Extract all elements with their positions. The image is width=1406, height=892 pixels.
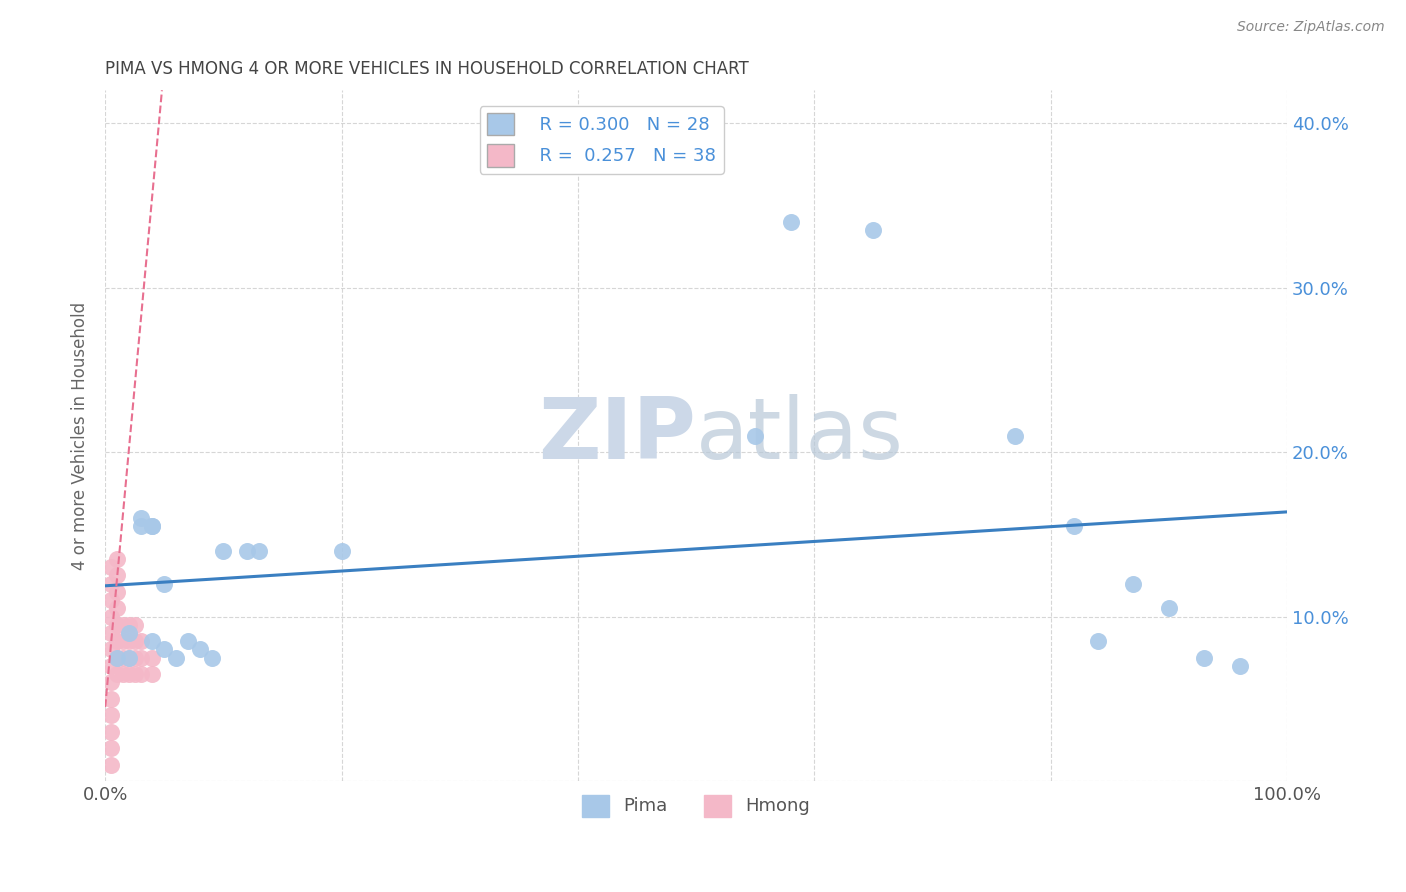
Point bbox=[100, 609, 122, 624]
Point bbox=[100, 560, 122, 574]
Point bbox=[129, 634, 152, 648]
Point bbox=[779, 215, 801, 229]
Point bbox=[141, 519, 163, 533]
Point bbox=[118, 634, 141, 648]
Point bbox=[105, 634, 128, 648]
Point bbox=[1063, 519, 1085, 533]
Point bbox=[165, 650, 187, 665]
Point bbox=[100, 675, 122, 690]
Point bbox=[100, 593, 122, 607]
Point bbox=[141, 519, 163, 533]
Point bbox=[100, 741, 122, 756]
Point bbox=[100, 708, 122, 723]
Point bbox=[153, 576, 176, 591]
Point bbox=[100, 626, 122, 640]
Point bbox=[129, 511, 152, 525]
Point bbox=[100, 576, 122, 591]
Point bbox=[100, 642, 122, 657]
Point bbox=[141, 634, 163, 648]
Point bbox=[124, 650, 146, 665]
Point bbox=[141, 667, 163, 681]
Point bbox=[100, 691, 122, 706]
Point bbox=[744, 428, 766, 442]
Point bbox=[105, 650, 128, 665]
Y-axis label: 4 or more Vehicles in Household: 4 or more Vehicles in Household bbox=[72, 301, 89, 570]
Point bbox=[330, 543, 353, 558]
Text: atlas: atlas bbox=[696, 394, 904, 477]
Text: Source: ZipAtlas.com: Source: ZipAtlas.com bbox=[1237, 20, 1385, 34]
Point bbox=[105, 601, 128, 615]
Point bbox=[129, 650, 152, 665]
Point bbox=[177, 634, 200, 648]
Point bbox=[141, 650, 163, 665]
Point bbox=[100, 757, 122, 772]
Point bbox=[105, 667, 128, 681]
Text: PIMA VS HMONG 4 OR MORE VEHICLES IN HOUSEHOLD CORRELATION CHART: PIMA VS HMONG 4 OR MORE VEHICLES IN HOUS… bbox=[105, 60, 749, 78]
Point bbox=[200, 650, 222, 665]
Point bbox=[236, 543, 259, 558]
Point bbox=[124, 634, 146, 648]
Point bbox=[212, 543, 235, 558]
Point bbox=[129, 519, 152, 533]
Point bbox=[105, 552, 128, 566]
Point bbox=[188, 642, 211, 657]
Point bbox=[118, 617, 141, 632]
Legend: Pima, Hmong: Pima, Hmong bbox=[575, 788, 817, 824]
Point bbox=[100, 658, 122, 673]
Point bbox=[1157, 601, 1180, 615]
Point bbox=[111, 617, 134, 632]
Point bbox=[100, 724, 122, 739]
Point bbox=[118, 650, 141, 665]
Point bbox=[124, 667, 146, 681]
Point bbox=[129, 667, 152, 681]
Point bbox=[1122, 576, 1144, 591]
Point bbox=[111, 667, 134, 681]
Point bbox=[124, 617, 146, 632]
Point bbox=[105, 568, 128, 582]
Point bbox=[105, 617, 128, 632]
Point bbox=[111, 634, 134, 648]
Point bbox=[105, 650, 128, 665]
Point bbox=[862, 223, 884, 237]
Text: ZIP: ZIP bbox=[538, 394, 696, 477]
Point bbox=[1229, 658, 1251, 673]
Point bbox=[1004, 428, 1026, 442]
Point bbox=[118, 626, 141, 640]
Point bbox=[118, 667, 141, 681]
Point bbox=[105, 585, 128, 599]
Point bbox=[111, 650, 134, 665]
Point bbox=[1194, 650, 1216, 665]
Point bbox=[1087, 634, 1109, 648]
Point bbox=[153, 642, 176, 657]
Point bbox=[247, 543, 270, 558]
Point bbox=[118, 650, 141, 665]
